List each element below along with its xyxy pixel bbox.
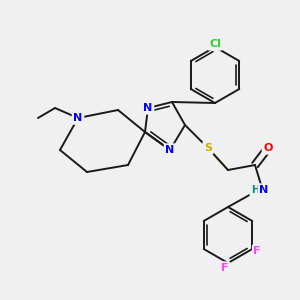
Text: O: O <box>263 143 273 153</box>
Text: Cl: Cl <box>209 39 221 49</box>
Text: N: N <box>143 103 153 113</box>
Text: H: H <box>251 185 259 195</box>
Text: N: N <box>260 185 268 195</box>
Text: F: F <box>254 246 261 256</box>
Text: N: N <box>74 113 82 123</box>
Text: F: F <box>221 263 229 273</box>
Text: N: N <box>165 145 175 155</box>
Text: S: S <box>204 143 212 153</box>
